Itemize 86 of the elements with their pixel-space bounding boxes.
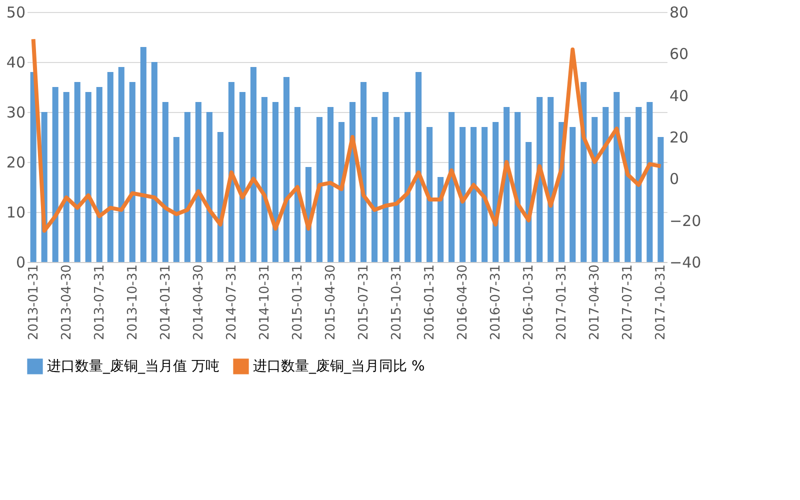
bar [624, 117, 631, 262]
y-tick-label: 30 [6, 104, 26, 122]
bar [107, 72, 114, 262]
bar [272, 102, 278, 262]
bar [614, 92, 620, 262]
bar [570, 127, 576, 262]
x-tick-label: 2017-04-30 [588, 264, 603, 340]
bar [52, 87, 58, 262]
legend-label: 进口数量_废铜_当月值 万吨 [47, 358, 220, 374]
y2-tick-label: 40 [670, 86, 689, 105]
bar [206, 112, 212, 262]
x-tick-label: 2016-01-31 [422, 264, 438, 340]
x-tick-label: 2015-01-31 [290, 264, 306, 340]
x-tick-label: 2016-07-31 [488, 264, 504, 340]
y2-tick-label: 0 [670, 170, 680, 188]
bar [129, 82, 136, 262]
bar [416, 72, 422, 262]
bar [228, 82, 234, 262]
x-tick-label: 2013-04-30 [59, 264, 74, 340]
x-tick-label: 2014-07-31 [224, 264, 240, 340]
x-tick-label: 2017-10-31 [654, 264, 669, 340]
bar [250, 67, 256, 262]
bar [646, 102, 653, 262]
bar [173, 137, 180, 262]
x-tick-label: 2016-04-30 [456, 264, 471, 340]
bar [162, 102, 168, 262]
bar [63, 92, 70, 262]
y2-tick-label: 20 [670, 128, 689, 146]
bar [470, 127, 477, 262]
x-tick-label: 2014-04-30 [191, 264, 206, 340]
bar [602, 107, 609, 262]
bar [118, 67, 124, 262]
y-tick-label: 10 [6, 204, 26, 222]
bar [184, 112, 190, 262]
bar [404, 112, 411, 262]
y2-tick-label: −20 [670, 212, 702, 230]
y2-tick-label: −40 [670, 254, 702, 272]
x-tick-label: 2014-01-31 [158, 264, 174, 340]
bar [536, 97, 543, 262]
x-tick-label: 2013-01-31 [26, 264, 42, 340]
bar [74, 82, 80, 262]
bar [514, 112, 521, 262]
bar [30, 72, 36, 262]
bar [338, 122, 345, 262]
bar [592, 117, 598, 262]
x-tick-label: 2015-10-31 [390, 264, 405, 340]
x-tick-label: 2015-07-31 [356, 264, 372, 340]
x-tick-label: 2013-07-31 [92, 264, 108, 340]
bar [195, 102, 202, 262]
bar [658, 137, 664, 262]
bar [382, 92, 389, 262]
x-tick-label: 2017-01-31 [554, 264, 570, 340]
bar [360, 82, 367, 262]
x-tick-label: 2014-10-31 [257, 264, 272, 340]
bar [96, 87, 102, 262]
bar [283, 77, 290, 262]
bar [239, 92, 246, 262]
legend-label: 进口数量_废铜_当月同比 % [253, 358, 425, 374]
bar [636, 107, 642, 262]
bar [151, 62, 158, 262]
bar [261, 97, 268, 262]
bar [371, 117, 378, 262]
bar [316, 117, 323, 262]
x-tick-label: 2016-10-31 [522, 264, 537, 340]
bar [460, 127, 466, 262]
y2-tick-label: 60 [670, 45, 689, 64]
bar [448, 112, 455, 262]
bar [140, 47, 146, 262]
bar [394, 117, 400, 262]
x-tick-label: 2017-07-31 [620, 264, 636, 340]
bar [294, 107, 300, 262]
bar [327, 107, 334, 262]
bar [217, 132, 224, 262]
y-tick-label: 40 [6, 54, 26, 72]
bar [85, 92, 92, 262]
line-series [31, 37, 663, 233]
y2-tick-label: 80 [670, 4, 689, 22]
x-tick-label: 2013-10-31 [125, 264, 140, 340]
y-tick-label: 20 [6, 154, 26, 172]
bar [426, 127, 433, 262]
bar [438, 177, 444, 262]
bar [548, 97, 554, 262]
x-tick-label: 2015-04-30 [323, 264, 338, 340]
y-tick-label: 50 [6, 4, 26, 22]
bar [482, 127, 488, 262]
y-tick-label: 0 [16, 254, 26, 272]
